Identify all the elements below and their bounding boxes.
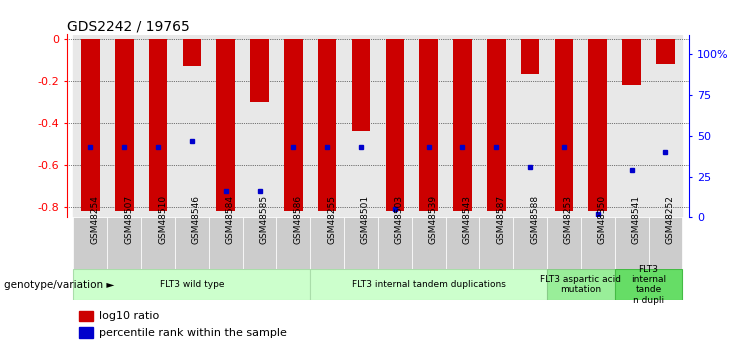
Bar (445, 217, 479, 269)
Bar (209, 217, 242, 269)
Bar (622, 39, 641, 85)
Bar (581, 34, 615, 217)
Bar (141, 217, 175, 269)
Bar (73, 34, 107, 217)
Bar (514, 34, 547, 217)
Bar (656, 39, 675, 64)
Bar (445, 34, 479, 217)
Bar (412, 34, 445, 217)
Bar (615, 217, 648, 269)
Bar (216, 39, 235, 211)
Bar (115, 39, 133, 211)
Text: GSM48543: GSM48543 (462, 195, 471, 245)
Text: genotype/variation ►: genotype/variation ► (4, 280, 114, 289)
Bar (310, 34, 344, 217)
Bar (352, 39, 370, 131)
Text: GSM48255: GSM48255 (328, 195, 336, 245)
Bar (419, 39, 438, 211)
Text: GSM48510: GSM48510 (158, 195, 167, 245)
Text: GSM48541: GSM48541 (631, 195, 641, 245)
Bar (250, 39, 269, 102)
Bar (555, 39, 574, 211)
Bar (547, 34, 581, 217)
Bar (242, 34, 276, 217)
Bar (487, 39, 505, 211)
Bar (284, 39, 302, 211)
Bar (107, 217, 141, 269)
Bar (107, 34, 141, 217)
Bar (521, 39, 539, 75)
Bar (453, 39, 472, 211)
Bar (79, 311, 93, 321)
Text: GSM48254: GSM48254 (90, 196, 99, 244)
Text: log10 ratio: log10 ratio (99, 311, 159, 321)
Bar (615, 34, 648, 217)
Bar (318, 39, 336, 211)
Bar (182, 39, 201, 66)
Bar (648, 217, 682, 269)
Bar (588, 39, 607, 211)
Text: GSM48546: GSM48546 (192, 195, 201, 245)
Text: FLT3
internal
tande
n dupli: FLT3 internal tande n dupli (631, 265, 666, 305)
Bar (149, 39, 167, 211)
Bar (276, 217, 310, 269)
Text: percentile rank within the sample: percentile rank within the sample (99, 328, 287, 337)
Bar (79, 327, 93, 338)
Text: GSM48587: GSM48587 (496, 195, 505, 245)
Bar (310, 217, 344, 269)
Bar (175, 34, 209, 217)
Text: GSM48252: GSM48252 (665, 196, 674, 244)
Text: GSM48253: GSM48253 (564, 195, 573, 245)
Bar (547, 217, 581, 269)
Text: FLT3 wild type: FLT3 wild type (159, 280, 224, 289)
Bar (242, 217, 276, 269)
Text: GSM48585: GSM48585 (259, 195, 268, 245)
Bar (141, 34, 175, 217)
Bar (514, 217, 547, 269)
Bar (479, 217, 514, 269)
Text: GDS2242 / 19765: GDS2242 / 19765 (67, 19, 190, 33)
Bar (378, 217, 412, 269)
Text: GSM48501: GSM48501 (361, 195, 370, 245)
Bar (378, 34, 412, 217)
Bar (73, 269, 310, 300)
Bar (547, 269, 615, 300)
Text: GSM48350: GSM48350 (598, 195, 607, 245)
Text: GSM48503: GSM48503 (395, 195, 404, 245)
Bar (209, 34, 242, 217)
Bar (276, 34, 310, 217)
Bar (310, 269, 547, 300)
Bar (581, 217, 615, 269)
Bar (344, 34, 378, 217)
Bar (175, 217, 209, 269)
Bar (385, 39, 404, 211)
Text: GSM48539: GSM48539 (428, 195, 438, 245)
Text: GSM48588: GSM48588 (530, 195, 539, 245)
Bar (344, 217, 378, 269)
Text: GSM48586: GSM48586 (293, 195, 302, 245)
Bar (479, 34, 514, 217)
Bar (412, 217, 445, 269)
Text: FLT3 aspartic acid
mutation: FLT3 aspartic acid mutation (540, 275, 622, 294)
Bar (648, 34, 682, 217)
Bar (615, 269, 682, 300)
Text: GSM48507: GSM48507 (124, 195, 133, 245)
Bar (73, 217, 107, 269)
Bar (81, 39, 100, 211)
Text: GSM48584: GSM48584 (226, 195, 235, 245)
Text: FLT3 internal tandem duplications: FLT3 internal tandem duplications (352, 280, 505, 289)
